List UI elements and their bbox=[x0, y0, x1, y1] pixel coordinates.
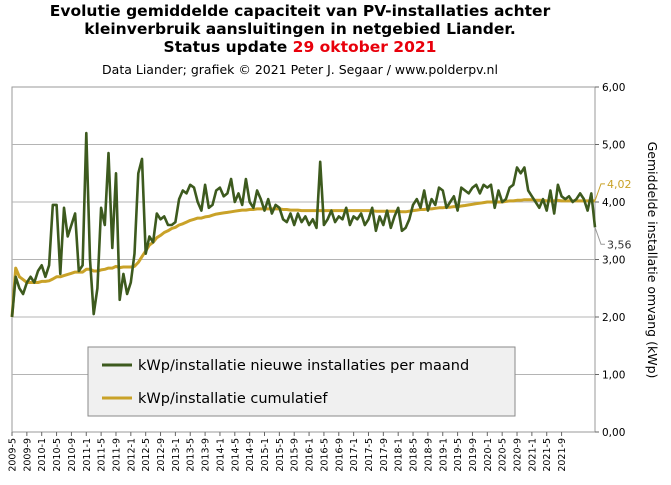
x-tick-label: 2020-5 bbox=[498, 438, 509, 472]
x-tick-label: 2021-9 bbox=[557, 438, 568, 472]
x-tick-label: 2012-5 bbox=[141, 438, 152, 472]
x-tick-label: 2016-9 bbox=[334, 438, 345, 472]
title-line-3: Status update 29 oktober 2021 bbox=[0, 38, 600, 56]
annotation-new: 3,56 bbox=[607, 238, 632, 251]
x-tick-label: 2021-1 bbox=[527, 438, 538, 472]
y-tick-label: 6,00 bbox=[602, 82, 625, 94]
y-tick-label: 3,00 bbox=[602, 255, 625, 267]
title-status-prefix: Status update bbox=[163, 38, 293, 56]
x-tick-label: 2014-1 bbox=[215, 438, 226, 472]
y-axis-ticks: 0,00 1,00 2,00 3,00 4,00 5,00 6,00 bbox=[595, 82, 625, 439]
x-tick-label: 2017-1 bbox=[349, 438, 360, 472]
x-tick-label: 2016-1 bbox=[305, 438, 316, 472]
x-tick-label: 2017-9 bbox=[379, 438, 390, 472]
title-line-1: Evolutie gemiddelde capaciteit van PV-in… bbox=[49, 2, 551, 20]
chart-title: Evolutie gemiddelde capaciteit van PV-in… bbox=[0, 2, 600, 56]
y-tick-label: 1,00 bbox=[602, 370, 625, 382]
legend-box bbox=[87, 346, 516, 417]
x-tick-label: 2018-9 bbox=[423, 438, 434, 472]
y-axis-label: Gemiddelde installatie omvang (kWp) bbox=[645, 142, 660, 379]
x-tick-label: 2016-5 bbox=[319, 438, 330, 472]
value-annotations: 4,02 3,56 bbox=[594, 178, 632, 251]
legend-label-cum: kWp/installatie cumulatief bbox=[138, 391, 328, 407]
x-tick-label: 2011-5 bbox=[97, 438, 108, 472]
legend: kWp/installatie nieuwe installaties per … bbox=[87, 346, 516, 417]
x-tick-label: 2015-1 bbox=[260, 438, 271, 472]
x-tick-label: 2018-1 bbox=[394, 438, 405, 472]
y-tick-label: 4,00 bbox=[602, 197, 625, 209]
series-line-cumulative bbox=[10, 198, 595, 318]
x-tick-label: 2019-9 bbox=[468, 438, 479, 472]
x-tick-label: 2020-9 bbox=[513, 438, 524, 472]
x-tick-label: 2012-1 bbox=[126, 438, 137, 472]
annotation-leader-cumulative bbox=[594, 183, 605, 202]
x-tick-label: 2010-1 bbox=[37, 438, 48, 472]
x-axis-ticks: 2009-5 2009-9 2010-1 2010-5 2010-9 2011-1 2011… bbox=[8, 432, 568, 472]
annotation-cumulative: 4,02 bbox=[607, 178, 632, 191]
x-tick-label: 2011-9 bbox=[111, 438, 122, 472]
annotation-leader-new bbox=[594, 227, 605, 245]
title-line-2: kleinverbruik aansluitingen in netgebied… bbox=[84, 20, 516, 38]
x-tick-label: 2009-5 bbox=[8, 438, 19, 472]
x-tick-label: 2010-9 bbox=[67, 438, 78, 472]
series-line-new-installations bbox=[10, 131, 597, 318]
title-status-date: 29 oktober 2021 bbox=[292, 38, 437, 56]
x-tick-label: 2014-9 bbox=[245, 438, 256, 472]
x-tick-label: 2013-1 bbox=[171, 438, 182, 472]
x-tick-label: 2019-1 bbox=[438, 438, 449, 472]
x-tick-label: 2011-1 bbox=[82, 438, 93, 472]
y-tick-label: 5,00 bbox=[602, 140, 625, 152]
legend-label-new: kWp/installatie nieuwe installaties per … bbox=[138, 358, 469, 374]
chart-subtitle: Data Liander; grafiek © 2021 Peter J. Se… bbox=[102, 62, 498, 77]
x-tick-label: 2010-5 bbox=[52, 438, 63, 472]
x-tick-label: 2021-5 bbox=[542, 438, 553, 472]
x-tick-label: 2013-9 bbox=[201, 438, 212, 472]
x-tick-label: 2018-5 bbox=[409, 438, 420, 472]
x-tick-label: 2014-5 bbox=[230, 438, 241, 472]
x-tick-label: 2015-5 bbox=[275, 438, 286, 472]
x-tick-label: 2015-9 bbox=[290, 438, 301, 472]
x-tick-label: 2012-9 bbox=[156, 438, 167, 472]
x-tick-label: 2019-5 bbox=[453, 438, 464, 472]
y-tick-label: 2,00 bbox=[602, 312, 625, 324]
x-tick-label: 2013-5 bbox=[186, 438, 197, 472]
series-lines bbox=[10, 131, 597, 318]
x-tick-label: 2020-1 bbox=[483, 438, 494, 472]
x-tick-label: 2009-9 bbox=[22, 438, 33, 472]
x-tick-label: 2017-5 bbox=[364, 438, 375, 472]
y-tick-label: 0,00 bbox=[602, 427, 625, 439]
